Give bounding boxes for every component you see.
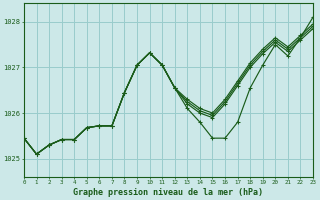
X-axis label: Graphe pression niveau de la mer (hPa): Graphe pression niveau de la mer (hPa) — [74, 188, 263, 197]
